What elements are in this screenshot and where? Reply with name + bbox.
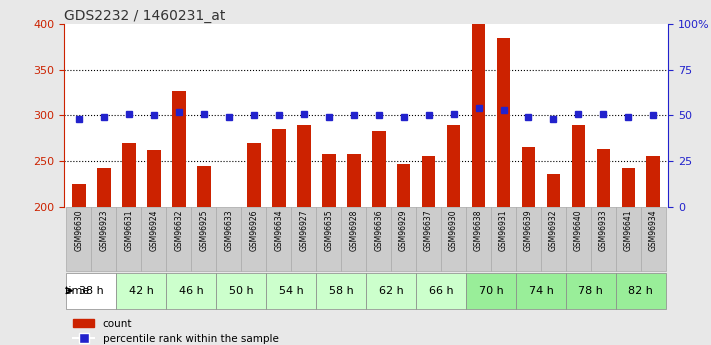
Text: GSM96927: GSM96927 <box>299 210 309 252</box>
Bar <box>272 129 286 207</box>
Bar <box>471 24 486 207</box>
Bar <box>441 207 466 270</box>
Bar <box>491 207 516 270</box>
Bar <box>616 273 665 309</box>
Bar <box>416 273 466 309</box>
Text: 58 h: 58 h <box>328 286 353 296</box>
Text: GSM96930: GSM96930 <box>449 210 458 252</box>
Text: GSM96640: GSM96640 <box>574 210 583 252</box>
Bar <box>591 207 616 270</box>
Text: GSM96639: GSM96639 <box>524 210 533 252</box>
Text: GSM96924: GSM96924 <box>149 210 159 252</box>
Bar <box>516 207 541 270</box>
Bar <box>292 207 316 270</box>
Bar <box>466 273 516 309</box>
Bar <box>516 273 566 309</box>
Bar <box>92 207 117 270</box>
Text: 78 h: 78 h <box>579 286 604 296</box>
Text: GSM96934: GSM96934 <box>649 210 658 252</box>
Text: 74 h: 74 h <box>528 286 553 296</box>
Bar <box>541 207 566 270</box>
Text: 46 h: 46 h <box>179 286 204 296</box>
Bar <box>391 207 416 270</box>
Bar <box>216 273 267 309</box>
Bar <box>397 164 410 207</box>
Bar <box>616 207 641 270</box>
Bar <box>566 273 616 309</box>
Bar <box>497 38 510 207</box>
Bar <box>166 207 191 270</box>
Bar <box>297 125 311 207</box>
Text: GSM96638: GSM96638 <box>474 210 483 252</box>
Bar <box>241 207 267 270</box>
Bar <box>267 273 316 309</box>
Text: GSM96636: GSM96636 <box>374 210 383 252</box>
Bar <box>216 207 241 270</box>
Bar <box>147 150 161 207</box>
Text: GSM96637: GSM96637 <box>424 210 433 252</box>
Bar <box>422 157 435 207</box>
Text: GSM96641: GSM96641 <box>624 210 633 252</box>
Text: 82 h: 82 h <box>629 286 653 296</box>
Text: GSM96928: GSM96928 <box>349 210 358 251</box>
Text: 66 h: 66 h <box>429 286 454 296</box>
Bar <box>191 207 216 270</box>
Legend: count, percentile rank within the sample: count, percentile rank within the sample <box>69 315 282 345</box>
Text: GSM96926: GSM96926 <box>250 210 258 252</box>
Bar <box>267 207 292 270</box>
Bar <box>72 184 86 207</box>
Bar <box>97 168 111 207</box>
Bar <box>372 131 385 207</box>
Bar <box>522 147 535 207</box>
Bar <box>67 207 92 270</box>
Bar <box>117 273 166 309</box>
Text: 42 h: 42 h <box>129 286 154 296</box>
Text: 70 h: 70 h <box>479 286 503 296</box>
Bar <box>122 143 136 207</box>
Bar <box>347 154 360 207</box>
Text: GSM96635: GSM96635 <box>324 210 333 252</box>
Bar <box>641 207 665 270</box>
Text: GSM96931: GSM96931 <box>499 210 508 252</box>
Bar <box>117 207 141 270</box>
Bar <box>646 157 661 207</box>
Text: GDS2232 / 1460231_at: GDS2232 / 1460231_at <box>64 9 225 23</box>
Bar <box>197 166 210 207</box>
Bar <box>172 91 186 207</box>
Bar <box>67 273 117 309</box>
Text: GSM96925: GSM96925 <box>199 210 208 252</box>
Bar <box>316 273 366 309</box>
Text: GSM96932: GSM96932 <box>549 210 558 252</box>
Text: GSM96923: GSM96923 <box>100 210 109 252</box>
Text: 54 h: 54 h <box>279 286 304 296</box>
Bar <box>597 149 610 207</box>
Text: GSM96633: GSM96633 <box>224 210 233 252</box>
Bar <box>466 207 491 270</box>
Bar <box>366 273 416 309</box>
Bar <box>447 126 461 207</box>
Text: GSM96632: GSM96632 <box>174 210 183 252</box>
Text: GSM96929: GSM96929 <box>399 210 408 252</box>
Bar <box>316 207 341 270</box>
Bar <box>366 207 391 270</box>
Bar <box>621 168 635 207</box>
Bar <box>141 207 166 270</box>
Text: time: time <box>65 286 90 296</box>
Bar <box>416 207 441 270</box>
Bar <box>341 207 366 270</box>
Bar <box>547 174 560 207</box>
Bar <box>572 125 585 207</box>
Text: 50 h: 50 h <box>229 286 254 296</box>
Text: GSM96933: GSM96933 <box>599 210 608 252</box>
Text: GSM96631: GSM96631 <box>124 210 134 252</box>
Bar <box>566 207 591 270</box>
Text: 62 h: 62 h <box>379 286 404 296</box>
Text: 38 h: 38 h <box>79 286 104 296</box>
Bar <box>166 273 216 309</box>
Bar <box>322 154 336 207</box>
Text: GSM96630: GSM96630 <box>75 210 83 252</box>
Text: GSM96634: GSM96634 <box>274 210 283 252</box>
Bar <box>247 143 261 207</box>
